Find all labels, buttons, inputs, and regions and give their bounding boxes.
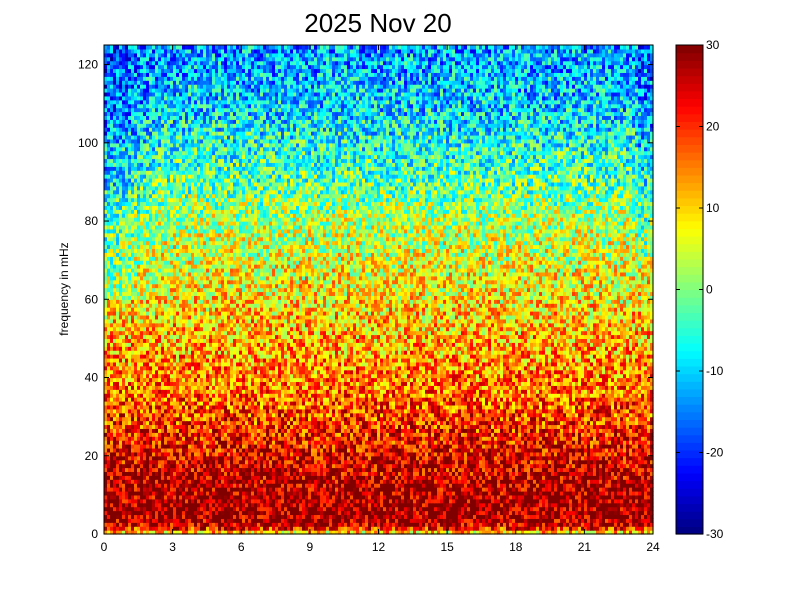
chart-title: 2025 Nov 20: [304, 8, 451, 38]
heatmap-plot-area: [104, 45, 654, 535]
